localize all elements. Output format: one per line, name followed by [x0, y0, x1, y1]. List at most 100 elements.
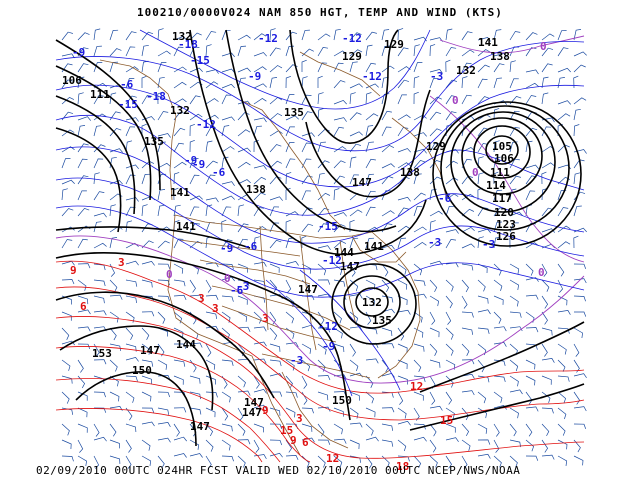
wind-barb	[173, 375, 184, 385]
wind-barb	[285, 75, 292, 89]
wind-barb	[157, 422, 171, 427]
wind-barb	[333, 455, 343, 468]
wind-barb	[445, 295, 453, 309]
wind-barb	[445, 437, 459, 443]
wind-barb	[397, 359, 408, 370]
wind-barb	[157, 141, 166, 153]
wind-barb	[333, 224, 346, 233]
wind-barb	[93, 191, 105, 201]
wind-barb	[413, 91, 419, 105]
wind-barb	[237, 161, 251, 169]
temp-label: -12	[258, 32, 278, 45]
temp-label: -3	[290, 354, 303, 367]
wind-barb	[557, 67, 571, 73]
wind-barb	[141, 439, 151, 451]
wind-barb	[461, 279, 469, 293]
wind-barb	[173, 453, 187, 458]
wind-barb	[445, 205, 455, 217]
temp-label: -9	[220, 242, 233, 255]
wind-barb	[125, 260, 139, 266]
wind-barb	[301, 59, 307, 72]
wind-barb	[573, 64, 586, 73]
wind-barb	[429, 439, 437, 453]
wind-barb	[493, 311, 502, 324]
wind-barb	[493, 171, 499, 185]
wind-barb	[125, 439, 132, 453]
wind-barb	[125, 140, 133, 153]
height-label: 111	[490, 166, 510, 179]
wind-barb	[349, 156, 357, 169]
wind-barb	[173, 327, 184, 338]
wind-barb	[77, 207, 90, 217]
wind-barb	[525, 359, 536, 370]
wind-barb	[493, 140, 500, 153]
temp-label: -12	[318, 320, 338, 333]
wind-barb	[221, 239, 233, 249]
wind-barb	[93, 95, 105, 105]
wind-barb	[285, 219, 291, 233]
wind-barb	[93, 310, 107, 316]
wind-barb	[333, 263, 343, 276]
wind-barb	[349, 293, 363, 299]
wind-barb	[285, 142, 295, 153]
wind-barb	[269, 311, 277, 325]
wind-barb	[253, 165, 267, 170]
wind-barb	[493, 263, 502, 276]
wind-barb	[301, 142, 312, 153]
wind-barb	[493, 455, 502, 468]
wind-barb	[333, 146, 347, 153]
temperature-labels-cold: -18 -15 -12 -9 -6 -3 -18 -15 -12 -12 -9 …	[72, 32, 495, 367]
wind-barb	[109, 375, 119, 387]
wind-barb	[141, 240, 154, 249]
wind-barb	[381, 126, 392, 137]
wind-barb	[93, 295, 105, 304]
wind-barb	[93, 113, 107, 121]
wind-barb	[109, 439, 120, 449]
wind-barb	[285, 455, 299, 461]
temperature-contours-cold	[55, 29, 585, 397]
wind-barb	[301, 94, 312, 105]
wind-barb	[365, 158, 376, 169]
wind-barb	[253, 66, 267, 73]
wind-barb	[157, 407, 170, 415]
wind-barb	[365, 113, 379, 121]
wind-barb	[557, 295, 568, 306]
wind-barb	[301, 263, 312, 274]
wind-barb	[237, 263, 248, 273]
wind-barb	[333, 80, 346, 89]
wind-barb	[109, 204, 116, 217]
wind-barb	[253, 176, 267, 185]
wind-barb	[461, 76, 468, 89]
wind-barb	[509, 175, 521, 185]
height-label: 106	[494, 152, 514, 165]
wind-barb	[285, 158, 296, 169]
wind-barb	[445, 111, 457, 121]
wind-barb	[365, 391, 375, 404]
wind-barb	[445, 423, 456, 433]
wind-barb	[493, 404, 507, 410]
wind-barb	[109, 29, 119, 41]
wind-barb	[237, 112, 250, 121]
wind-barb	[141, 455, 152, 466]
wind-barb	[333, 50, 347, 57]
wind-barb	[77, 407, 88, 418]
wind-barb	[461, 455, 468, 469]
wind-barb	[269, 359, 282, 367]
wind-barb	[269, 206, 280, 217]
wind-barb	[493, 326, 507, 332]
wind-barb	[301, 29, 310, 41]
wind-barb	[173, 359, 186, 367]
wind-barb	[269, 239, 282, 249]
wind-barb	[541, 188, 548, 201]
wind-barb	[317, 375, 331, 381]
wind-barb	[237, 311, 248, 322]
height-label: 126	[496, 230, 516, 243]
wind-barb	[381, 407, 395, 413]
wind-barb	[397, 343, 408, 354]
wind-barb	[109, 237, 118, 249]
wind-barb	[253, 207, 265, 217]
wind-barb	[493, 359, 506, 366]
wind-barb	[173, 204, 181, 217]
wind-barb	[541, 375, 552, 385]
